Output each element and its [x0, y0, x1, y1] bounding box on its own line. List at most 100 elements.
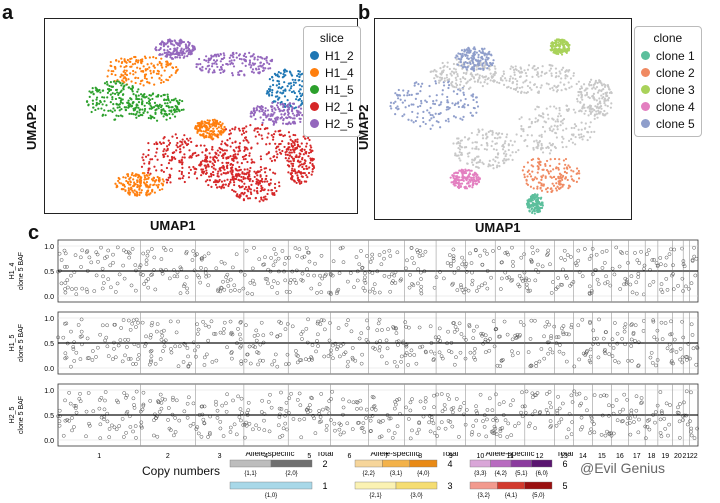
- umap-point: [233, 59, 236, 62]
- umap-point: [237, 127, 241, 130]
- umap-point: [144, 69, 147, 72]
- baf-point: [409, 246, 414, 250]
- baf-point: [122, 276, 127, 281]
- umap-point: [472, 98, 475, 102]
- umap-point: [210, 165, 214, 168]
- umap-point: [246, 197, 250, 200]
- umap-point: [182, 146, 185, 149]
- umap-point: [294, 106, 298, 109]
- umap-point: [276, 101, 280, 105]
- umap-point: [256, 130, 259, 134]
- baf-point: [404, 324, 409, 329]
- baf-point: [507, 275, 511, 280]
- baf-point: [85, 336, 90, 341]
- umap-point: [135, 190, 138, 193]
- baf-point: [612, 321, 617, 325]
- umap-point: [470, 131, 473, 135]
- umap-point: [562, 159, 566, 162]
- umap-point: [132, 113, 135, 116]
- umap-point: [475, 175, 478, 178]
- baf-track-label: clone 5 BAF: [18, 324, 25, 362]
- umap-point: [493, 65, 496, 68]
- umap-point: [533, 68, 536, 71]
- umap-point: [465, 182, 469, 185]
- umap-point: [125, 79, 128, 82]
- umap-point: [247, 141, 250, 144]
- umap-point: [205, 135, 208, 139]
- umap-point: [430, 117, 433, 120]
- umap-point: [475, 177, 478, 180]
- baf-point: [610, 354, 615, 358]
- baf-point: [534, 361, 539, 366]
- baf-point: [561, 351, 566, 356]
- umap-point: [268, 78, 271, 81]
- umap-point: [584, 109, 587, 113]
- umap-point: [285, 116, 289, 119]
- baf-point: [250, 266, 255, 271]
- umap-point: [231, 177, 234, 180]
- umap-point: [433, 102, 437, 106]
- baf-point: [651, 279, 656, 284]
- umap-point: [223, 125, 226, 129]
- umap-point: [282, 117, 285, 121]
- umap-point: [139, 108, 142, 111]
- umap-point: [467, 168, 470, 172]
- baf-point: [304, 326, 309, 331]
- umap-point: [271, 83, 275, 87]
- baf-point: [309, 355, 313, 359]
- umap-point: [217, 170, 220, 173]
- umap-point: [537, 157, 541, 161]
- umap-point: [569, 77, 573, 80]
- baf-point: [526, 350, 531, 354]
- umap-point: [267, 87, 271, 91]
- baf-point: [517, 273, 522, 278]
- umap-point: [228, 56, 231, 59]
- umap-point: [462, 104, 465, 107]
- umap-point: [110, 70, 113, 73]
- umap-point: [276, 106, 280, 109]
- baf-point: [407, 325, 411, 330]
- baf-point: [344, 322, 349, 327]
- baf-point: [449, 264, 453, 268]
- baf-point: [121, 263, 126, 268]
- baf-point: [614, 245, 619, 250]
- umap-point: [130, 187, 133, 190]
- baf-point: [636, 340, 641, 345]
- umap-point: [477, 62, 480, 65]
- baf-point: [317, 282, 322, 287]
- umap-point: [143, 107, 147, 111]
- umap-point: [105, 80, 109, 84]
- umap-point: [145, 77, 148, 81]
- umap-point: [465, 187, 469, 190]
- umap-point: [211, 62, 214, 65]
- baf-point: [169, 347, 173, 351]
- baf-point: [499, 276, 504, 281]
- umap-point: [92, 106, 95, 109]
- umap-point: [472, 176, 475, 179]
- umap-point: [476, 105, 480, 108]
- umap-point: [530, 207, 534, 210]
- umap-point: [443, 77, 446, 80]
- umap-point: [460, 64, 463, 67]
- baf-point: [376, 321, 381, 326]
- umap-point: [115, 184, 119, 187]
- umap-point: [181, 166, 184, 169]
- baf-point: [382, 250, 387, 254]
- umap-point: [158, 141, 162, 144]
- umap-point: [208, 179, 212, 182]
- baf-point: [188, 361, 192, 366]
- umap-point: [565, 127, 568, 130]
- umap-point: [268, 89, 271, 93]
- umap-point: [595, 113, 598, 116]
- umap-point: [419, 85, 423, 88]
- umap-point: [558, 70, 561, 73]
- umap-point: [537, 197, 540, 200]
- baf-point: [540, 264, 545, 269]
- umap-point: [288, 102, 291, 105]
- umap-point: [229, 166, 233, 170]
- umap-point: [553, 41, 556, 45]
- baf-point: [285, 352, 290, 357]
- umap-point: [196, 128, 199, 131]
- baf-point: [659, 287, 663, 292]
- umap-point: [560, 77, 563, 80]
